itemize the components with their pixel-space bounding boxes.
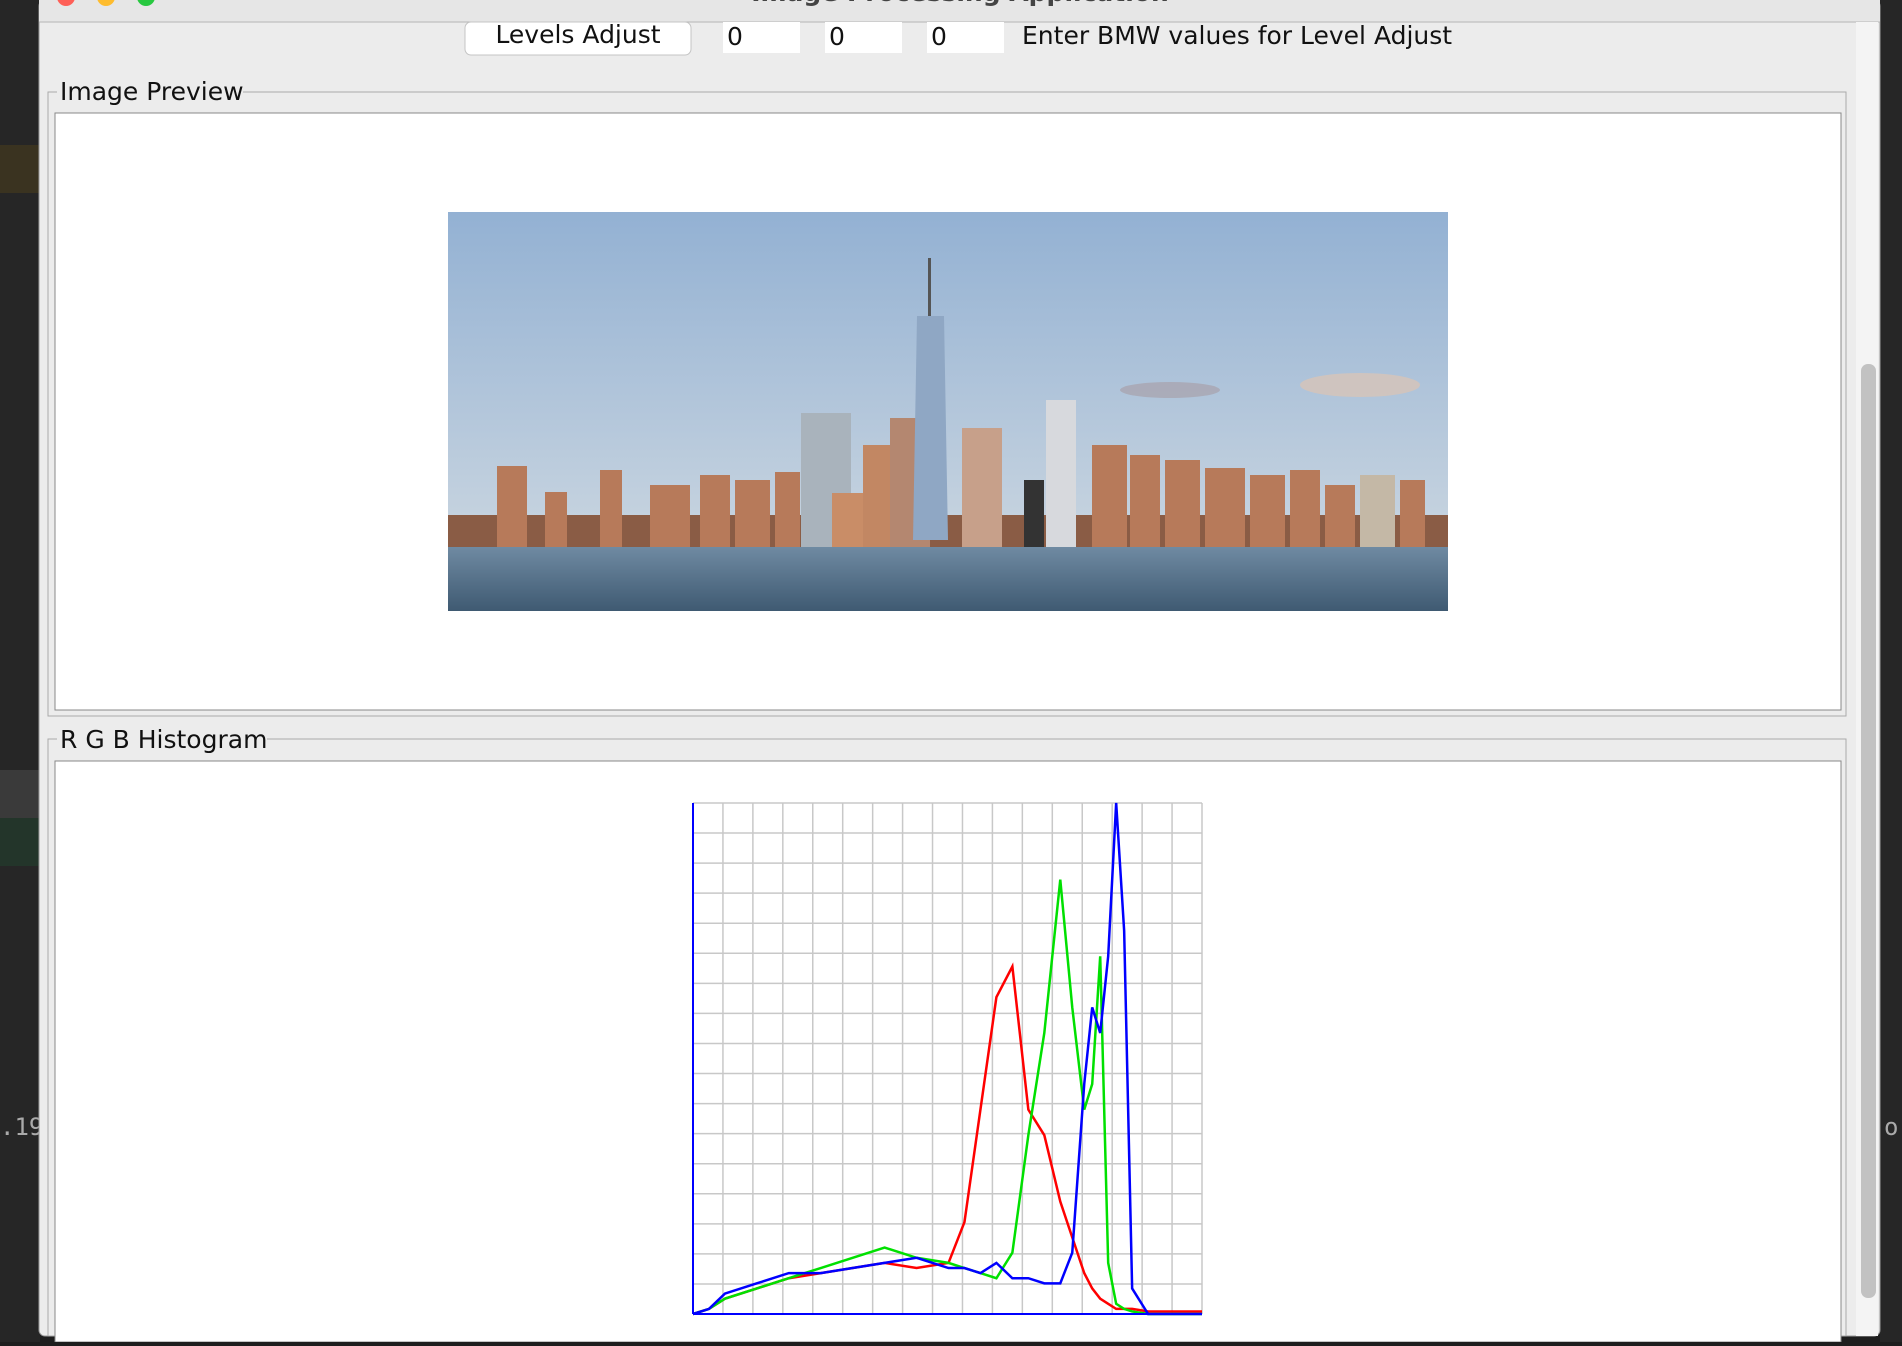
- input-field[interactable]: [723, 22, 800, 53]
- input-value: 0: [829, 22, 845, 51]
- window-title: Image Processing Application: [751, 0, 1169, 7]
- button-label: Levels Adjust: [495, 20, 660, 49]
- legend-bg: [57, 80, 243, 104]
- editor-highlight: [0, 770, 40, 818]
- histogram-line: [692, 802, 1202, 1316]
- editor-highlight: [0, 145, 40, 193]
- histogram-canvas: [54, 760, 1842, 1343]
- scrollbar-thumb[interactable]: [1861, 364, 1876, 1298]
- editor-text: .19: [0, 1113, 43, 1141]
- histogram-title: R G B Histogram: [60, 725, 267, 754]
- input-value: 0: [931, 22, 947, 51]
- input-field[interactable]: [825, 22, 902, 53]
- preview-border: [47, 91, 1847, 717]
- levels-adjust-button[interactable]: [464, 21, 692, 56]
- minimize-button[interactable]: [97, 0, 115, 6]
- hint-label: Enter BMW values for Level Adjust: [1022, 21, 1452, 50]
- title-bar: [39, 0, 1880, 22]
- zoom-button[interactable]: [137, 0, 155, 6]
- input-value: 0: [727, 22, 743, 51]
- left-editor: [0, 0, 40, 1342]
- histogram-line: [692, 962, 1202, 1316]
- editor-highlight: [0, 818, 40, 866]
- right-editor: [1880, 0, 1902, 1342]
- histogram-plot: [692, 802, 1203, 1316]
- skyline-image: [448, 212, 1448, 611]
- editor-text: o: [1884, 1113, 1898, 1141]
- legend-bg: [57, 727, 267, 751]
- preview-title: Image Preview: [60, 77, 244, 106]
- close-button[interactable]: [57, 0, 75, 6]
- input-field[interactable]: [927, 22, 1004, 53]
